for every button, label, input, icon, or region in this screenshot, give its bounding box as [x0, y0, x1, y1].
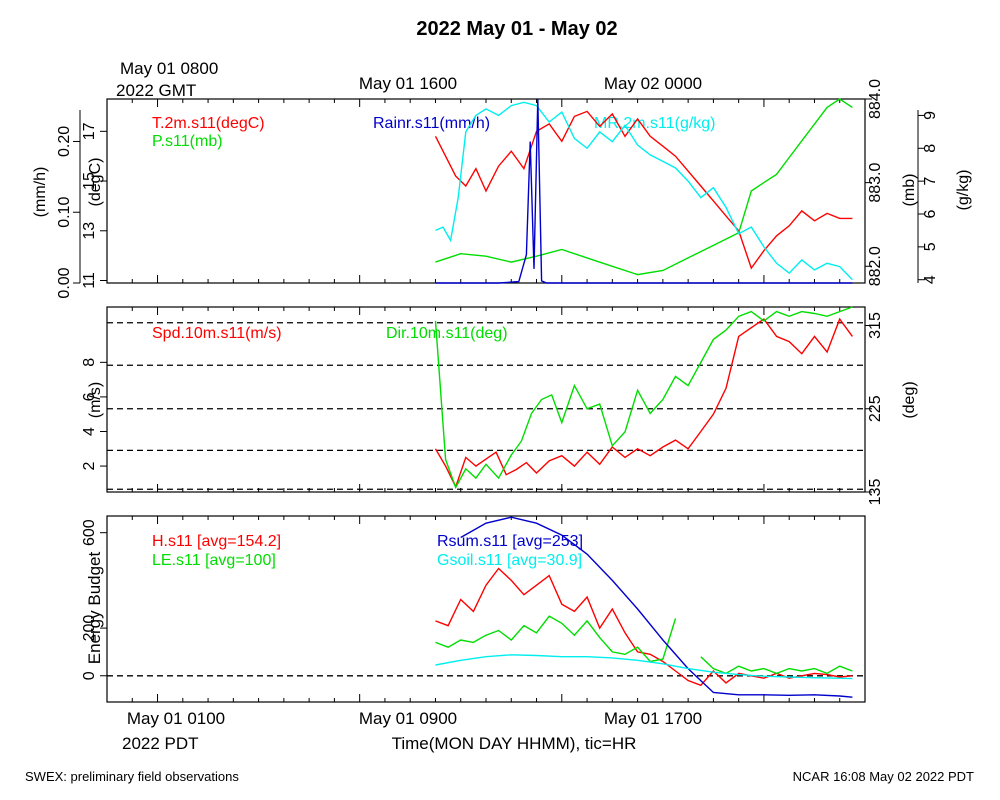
bottom-series-line-0 [435, 567, 853, 687]
legend-rain: Rainr.s11(mm/h) [373, 115, 490, 132]
temp-tick-label: 17 [81, 122, 98, 140]
gmt-label-start: May 01 0800 [120, 59, 218, 78]
rain-tick-label: 0.00 [56, 267, 73, 298]
temp-tick-label: 15 [81, 172, 98, 190]
pdt-label-year: 2022 PDT [122, 734, 199, 753]
legend-pres: P.s11(mb) [152, 133, 223, 150]
rain-axis-label: (mm/h) [32, 167, 49, 218]
footer-right: NCAR 16:08 May 02 2022 PDT [793, 769, 974, 784]
pdt-label-start: May 01 0100 [127, 709, 225, 728]
legend-gsoil: Gsoil.s11 [avg=30.9] [437, 552, 582, 569]
middle-series-line-spd [434, 317, 853, 489]
gmt-label-end: May 02 0000 [604, 74, 702, 93]
gmt-label-mid: May 01 1600 [359, 74, 457, 93]
mr-tick-label: 7 [922, 177, 939, 186]
spd-tick-label: 2 [81, 462, 98, 471]
legend-dir: Dir.10m.s11(deg) [386, 325, 508, 342]
dir-tick-label: 135 [867, 479, 884, 506]
energy-tick-label: 600 [81, 519, 98, 546]
spd-tick-label: 8 [81, 358, 98, 367]
energy-tick-label: 0 [81, 671, 98, 680]
legend-h: H.s11 [avg=154.2] [152, 533, 281, 550]
temp-tick-label: 11 [81, 272, 98, 289]
legend-rsum: Rsum.s11 [avg=253] [437, 533, 583, 550]
series-layer [107, 98, 865, 698]
dir-axis-label: (deg) [901, 381, 918, 418]
mr-axis-label: (g/kg) [955, 170, 972, 211]
pres-tick-label: 884.0 [867, 79, 884, 119]
middle-series-line-dir [434, 306, 853, 490]
rain-tick-label: 0.20 [56, 126, 73, 157]
bottom-series-line-2 [460, 516, 853, 698]
energy-tick-label: 200 [81, 615, 98, 642]
mr-tick-label: 8 [922, 144, 939, 153]
legend-spd: Spd.10m.s11(m/s) [152, 325, 282, 342]
temp-tick-label: 13 [81, 222, 98, 240]
top-series-line-pres [435, 98, 853, 276]
spd-tick-label: 6 [81, 392, 98, 401]
dir-tick-label: 315 [867, 312, 884, 339]
pdt-label-mid: May 01 0900 [359, 709, 457, 728]
mr-tick-label: 4 [922, 275, 939, 284]
pdt-label-end: May 01 1700 [604, 709, 702, 728]
top-series-line-temp [434, 110, 853, 270]
mr-tick-label: 9 [922, 111, 939, 120]
legend-mr: MR.2m.s11(g/kg) [594, 115, 716, 132]
rain-tick-label: 0.10 [56, 197, 73, 228]
mr-tick-label: 5 [922, 242, 939, 251]
spd-tick-label: 4 [81, 427, 98, 436]
chart-title: 2022 May 01 - May 02 [416, 18, 617, 40]
footer-left: SWEX: preliminary field observations [25, 769, 239, 784]
pres-axis-label: (mb) [901, 174, 918, 207]
legend-temp: T.2m.s11(degC) [152, 115, 265, 132]
energy-axis-label: Energy Budget [85, 551, 104, 664]
mr-tick-label: 6 [922, 209, 939, 218]
pres-tick-label: 882.0 [867, 246, 884, 286]
legend-le: LE.s11 [avg=100] [152, 552, 276, 569]
temp-axis-label: (degC) [87, 158, 104, 207]
pres-tick-label: 883.0 [867, 163, 884, 203]
top-series-line-rain [435, 98, 853, 284]
gmt-label-year: 2022 GMT [116, 81, 196, 100]
top-series-line-mr [435, 101, 853, 281]
spd-axis-label: (m/s) [87, 382, 104, 418]
x-axis-label: Time(MON DAY HHMM), tic=HR [392, 734, 637, 753]
dir-tick-label: 225 [867, 395, 884, 422]
bottom-series-line-3 [435, 654, 853, 680]
